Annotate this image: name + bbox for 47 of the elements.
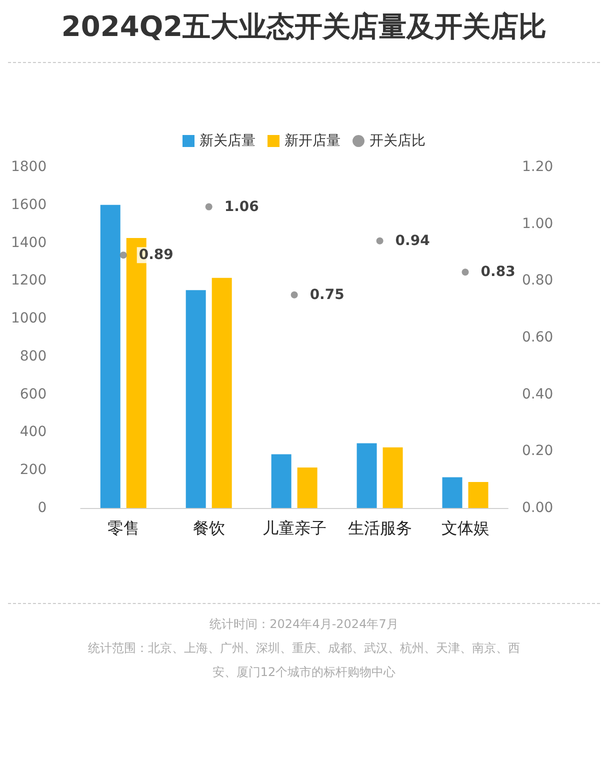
x-tick-label: 零售: [107, 518, 140, 538]
bar: [271, 454, 292, 508]
bar: [382, 447, 403, 508]
point: [290, 291, 298, 298]
bar: [186, 290, 206, 508]
point: [120, 252, 127, 259]
data-label: 0.83: [480, 264, 516, 280]
x-tick-label: 儿童亲子: [262, 518, 326, 538]
y-tick-label: 1400: [10, 234, 47, 251]
bar: [442, 477, 462, 508]
y-tick-label: 200: [20, 462, 47, 478]
point: [462, 268, 469, 276]
chart-title: 2024Q2五大业态开关店量及开关店比: [8, 8, 600, 63]
x-tick-label: 文体娱: [441, 518, 490, 538]
legend-label: 新关店量: [200, 133, 256, 149]
y-tick-label: 1600: [10, 196, 47, 213]
y-tick-label: 600: [20, 386, 47, 402]
y2-tick-label: 0.20: [522, 443, 554, 460]
legend-label: 新开店量: [284, 133, 340, 149]
bar: [212, 278, 232, 508]
y-tick-label: 800: [20, 348, 47, 364]
bar: [468, 482, 488, 508]
y-tick-label: 0: [38, 500, 47, 516]
bar: [356, 443, 377, 508]
bar: [297, 467, 318, 508]
y-tick-label: 1200: [10, 272, 47, 289]
x-tick-label: 餐饮: [192, 518, 225, 538]
y-tick-label: 1000: [10, 310, 47, 327]
y2-tick-label: 0.80: [522, 272, 554, 289]
y-tick-label: 1800: [10, 159, 47, 175]
data-label: 0.89: [138, 247, 174, 264]
bar: [100, 204, 120, 508]
text: 统计范围：北京、上海、广州、深圳、重庆、成都、武汉、杭州、天津、南京、西安、厦门12个城市的标杆购物中心: [87, 640, 521, 681]
data-label: 1.06: [224, 198, 259, 215]
y2-tick-label: 0.60: [522, 330, 554, 346]
y2-tick-label: 1.00: [522, 216, 554, 232]
y2-tick-label: 1.20: [522, 159, 554, 175]
y2-tick-label: 0.40: [522, 386, 554, 402]
data-label: 0.75: [310, 286, 344, 303]
y-tick-label: 400: [20, 424, 47, 440]
legend-label: 开关店比: [370, 133, 426, 149]
point: [205, 203, 212, 210]
y2-tick-label: 0.00: [522, 500, 554, 516]
point: [376, 237, 384, 244]
x-tick-label: 生活服务: [348, 518, 412, 538]
text: 统计时间：2024年4月-2024年7月: [208, 616, 400, 633]
data-label: 0.94: [395, 232, 430, 249]
